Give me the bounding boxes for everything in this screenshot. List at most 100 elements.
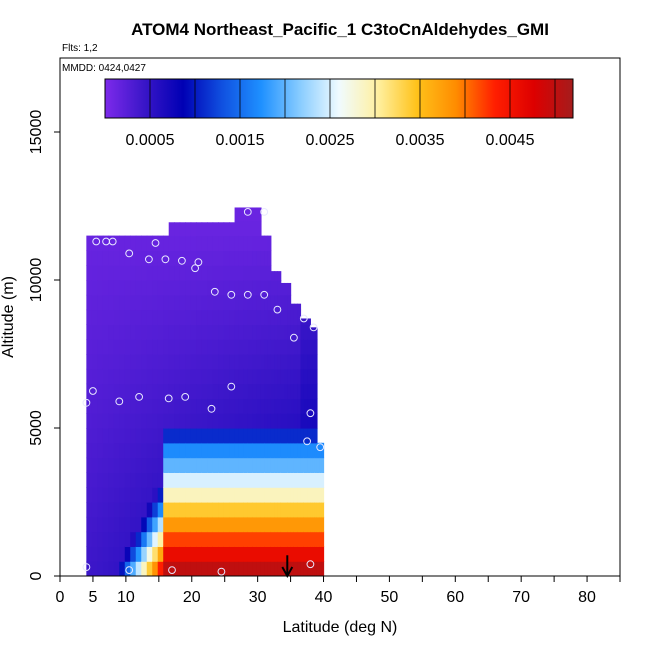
curtain-cell: [280, 428, 285, 444]
curtain-cell: [174, 457, 181, 473]
curtain-cell: [124, 428, 131, 444]
curtain-cell: [91, 502, 98, 518]
curtain-cell: [163, 472, 170, 488]
curtain-cell: [212, 442, 219, 459]
curtain-cell: [163, 354, 170, 370]
curtain-cell: [274, 368, 279, 385]
curtain-cell: [218, 413, 225, 429]
curtain-cell: [238, 383, 244, 399]
curtain-cell: [314, 327, 318, 340]
curtain-cell: [130, 354, 137, 370]
curtain-cell: [168, 398, 175, 414]
curtain-cell: [97, 294, 104, 311]
curtain-cell: [113, 472, 120, 488]
curtain-cell: [287, 339, 292, 355]
curtain-cell: [174, 235, 181, 251]
curtain-cell: [310, 398, 314, 414]
curtain-cell: [267, 324, 272, 340]
curtain-cell: [185, 442, 192, 459]
curtain-cell: [102, 457, 109, 473]
curtain-cell: [243, 502, 249, 518]
curtain-cell: [310, 383, 314, 399]
data-point: [243, 208, 252, 216]
curtain-cell: [293, 546, 298, 562]
curtain-cell: [102, 561, 109, 576]
curtain-cell: [243, 250, 249, 266]
curtain-cell: [284, 294, 288, 311]
curtain-cell: [260, 324, 265, 340]
curtain-cell: [229, 354, 236, 370]
curtain-cell: [277, 413, 282, 429]
curtain-cell: [146, 531, 153, 547]
curtain-cell: [91, 250, 98, 266]
curtain-cell: [280, 457, 285, 473]
curtain-cell: [124, 383, 131, 399]
curtain-cell: [234, 339, 240, 355]
curtain-cell: [119, 309, 126, 325]
curtain-cell: [113, 502, 120, 518]
curtain-cell: [163, 502, 170, 518]
curtain-cell: [157, 265, 164, 281]
curtain-cell: [97, 428, 104, 444]
curtain-cell: [190, 531, 197, 547]
curtain-cell: [113, 354, 120, 370]
curtain-cell: [287, 502, 292, 518]
curtain-cell: [91, 309, 98, 325]
curtain-cell: [238, 442, 244, 459]
curtain-cell: [256, 324, 262, 340]
curtain-cell: [274, 309, 279, 325]
curtain-cell: [113, 531, 120, 547]
curtain-cell: [157, 339, 164, 355]
curtain-cell: [108, 502, 115, 518]
curtain-cell: [174, 339, 181, 355]
curtain-cell: [264, 383, 269, 399]
curtain-cell: [287, 516, 292, 533]
curtain-cell: [284, 546, 288, 562]
curtain-cell: [267, 413, 272, 429]
curtain-cell: [218, 265, 225, 281]
curtain-cell: [174, 472, 181, 488]
curtain-cell: [229, 368, 236, 385]
y-tick-label: 0: [28, 571, 45, 580]
curtain-cell: [97, 368, 104, 385]
curtain-cell: [212, 250, 219, 266]
curtain-cell: [252, 531, 258, 547]
curtain-cell: [97, 442, 104, 459]
data-point: [82, 398, 91, 407]
curtain-cell: [190, 280, 197, 296]
curtain-cell: [168, 324, 175, 340]
curtain-cell: [135, 294, 142, 311]
curtain-cell: [238, 516, 244, 533]
curtain-cell: [274, 487, 279, 503]
curtain-cell: [234, 546, 240, 562]
curtain-cell: [97, 457, 104, 473]
curtain-cell: [146, 383, 153, 399]
curtain-cell: [152, 516, 159, 533]
curtain-cell: [267, 250, 272, 266]
curtain-cell: [185, 354, 192, 370]
curtain-cell: [260, 265, 265, 281]
curtain-cell: [157, 457, 164, 473]
curtain-cell: [290, 428, 295, 444]
curtain-cell: [234, 516, 240, 533]
curtain-cell: [310, 487, 314, 503]
curtain-cell: [264, 250, 269, 266]
curtain-cell: [157, 383, 164, 399]
curtain-cell: [218, 398, 225, 414]
curtain-cell: [314, 561, 318, 576]
curtain-column: [185, 222, 203, 576]
curtain-cell: [152, 309, 159, 325]
curtain-cell: [260, 428, 265, 444]
curtain-cell: [297, 561, 302, 576]
curtain-cell: [97, 235, 104, 251]
curtain-cell: [146, 516, 153, 533]
curtain-cell: [113, 235, 120, 251]
curtain-cell: [314, 442, 318, 459]
dates-label: MMDD: 0424,0427: [62, 63, 146, 74]
curtain-cell: [293, 502, 298, 518]
curtain-cell: [321, 442, 325, 459]
data-point: [207, 404, 216, 413]
curtain-cell: [252, 413, 258, 429]
curtain-cell: [284, 324, 288, 340]
curtain-cell: [264, 368, 269, 385]
